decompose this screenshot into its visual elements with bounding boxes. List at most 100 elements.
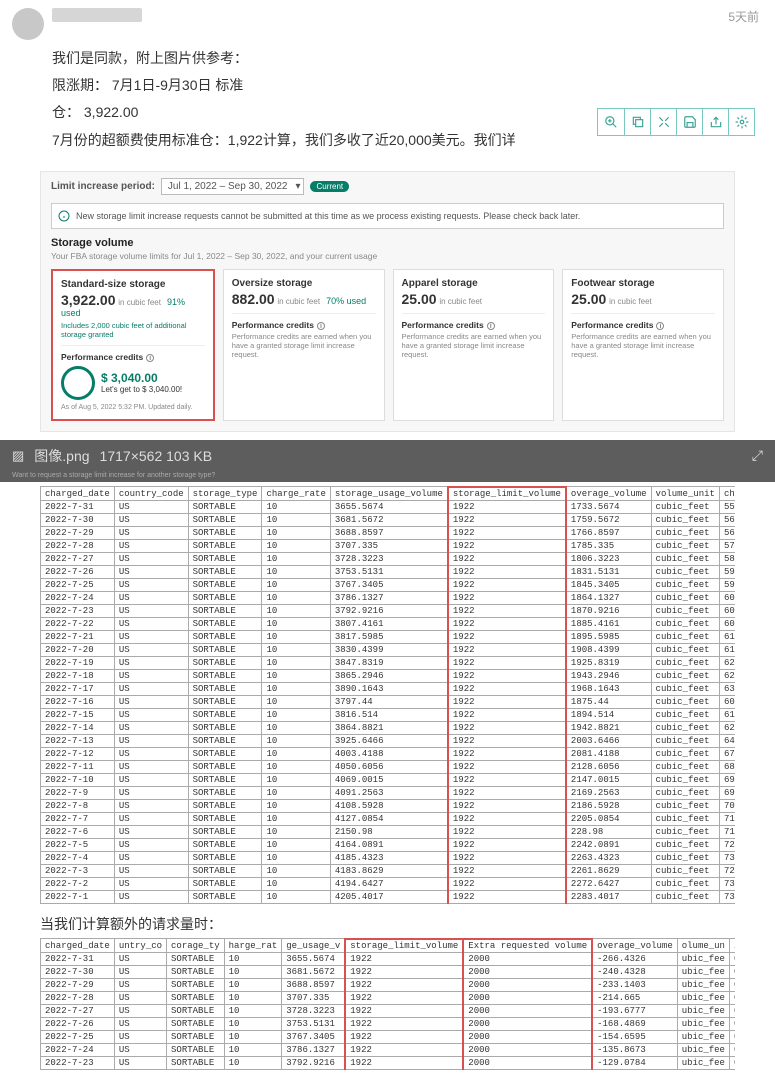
cell: SORTABLE: [188, 773, 262, 786]
cell: cubic_feet: [651, 708, 719, 721]
cell: 3830.4399: [330, 643, 448, 656]
cell: 736.58: [719, 890, 735, 903]
cell: 3816.514: [330, 708, 448, 721]
credits-label: Performance creditsi: [61, 352, 205, 362]
cell: 3890.1643: [330, 682, 448, 695]
cell: ubic_fee: [677, 991, 729, 1004]
table-row: 2022-7-10USSORTABLE104069.001519222147.0…: [41, 773, 736, 786]
cell: 2000: [463, 1030, 592, 1043]
table-row: 2022-7-30USSORTABLE103681.567219222000-2…: [41, 965, 736, 978]
info-icon[interactable]: i: [487, 322, 495, 330]
share-icon[interactable]: [702, 109, 728, 135]
table-row: 2022-7-25USSORTABLE103767.340519222000-1…: [41, 1030, 736, 1043]
cell: ubic_fee: [677, 1017, 729, 1030]
cell: US: [114, 864, 188, 877]
expand-icon[interactable]: [650, 109, 676, 135]
table-row: 2022-7-28USSORTABLE103707.33519221785.33…: [41, 539, 736, 552]
cell: 2003.6466: [566, 734, 651, 747]
cell: 10: [262, 526, 330, 539]
cell: US: [114, 799, 188, 812]
fullscreen-icon[interactable]: ⤢: [752, 447, 763, 464]
cell: 2000: [463, 1004, 592, 1017]
period-select[interactable]: Jul 1, 2022 – Sep 30, 2022: [161, 178, 305, 195]
cell: US: [114, 500, 188, 513]
table-row: 2022-7-3USSORTABLE104183.862919222261.86…: [41, 864, 736, 877]
cell: 3792.9216: [330, 604, 448, 617]
cell: 2022-7-26: [41, 565, 115, 578]
cell: SORTABLE: [167, 1017, 225, 1030]
copy-icon[interactable]: [624, 109, 650, 135]
cell: 608.2: [719, 617, 735, 630]
table-row: 2022-7-18USSORTABLE103865.294619221943.2…: [41, 669, 736, 682]
credits-label: Performance creditsi: [232, 320, 376, 330]
cell: US: [114, 513, 188, 526]
cell: 1922: [448, 786, 566, 799]
cell: 0.00: [729, 991, 735, 1004]
table-row: 2022-7-8USSORTABLE104108.592819222186.59…: [41, 799, 736, 812]
cell: 1759.5672: [566, 513, 651, 526]
cell: -154.6595: [592, 1030, 677, 1043]
cell: 719.03: [719, 825, 735, 838]
cell: 686.65: [719, 760, 735, 773]
cell: 10: [262, 851, 330, 864]
cell: US: [114, 1043, 166, 1056]
cell: 2022-7-13: [41, 734, 115, 747]
cell: 1922: [345, 1030, 463, 1043]
zoom-icon[interactable]: [598, 109, 624, 135]
cell: cubic_feet: [651, 656, 719, 669]
cell: SORTABLE: [188, 630, 262, 643]
cell: 2000: [463, 1056, 592, 1069]
cell: 0.00: [729, 1043, 735, 1056]
cell: 2022-7-20: [41, 643, 115, 656]
cell: US: [114, 1017, 166, 1030]
avatar[interactable]: [12, 8, 44, 40]
cell: 10: [224, 965, 282, 978]
cell: -129.0784: [592, 1056, 677, 1069]
cell: 3797.44: [330, 695, 448, 708]
cell: 3786.1327: [282, 1043, 346, 1056]
cell: 2186.5928: [566, 799, 651, 812]
cell: 228.98: [566, 825, 651, 838]
cell: -168.4869: [592, 1017, 677, 1030]
period-label: Limit increase period:: [51, 181, 155, 192]
col-header: corage_ty: [167, 939, 225, 953]
cell: 10: [262, 591, 330, 604]
cell: 10: [262, 812, 330, 825]
cell: US: [114, 773, 188, 786]
cell: SORTABLE: [188, 617, 262, 630]
info-icon[interactable]: i: [317, 322, 325, 330]
cell: 2022-7-29: [41, 978, 115, 991]
table-row: 2022-7-7USSORTABLE104127.085419222205.08…: [41, 812, 736, 825]
cell: SORTABLE: [188, 578, 262, 591]
cell: 4050.6056: [330, 760, 448, 773]
cell: 1922: [448, 890, 566, 903]
image-attachment-bar[interactable]: ▨ 图像.png 1717×562 103 KB ⤢: [0, 440, 775, 472]
image-subtext: Want to request a storage limit increase…: [0, 472, 775, 482]
period-row: Limit increase period: Jul 1, 2022 – Sep…: [51, 178, 724, 195]
table-row: 2022-7-14USSORTABLE103864.882119221942.8…: [41, 721, 736, 734]
save-icon[interactable]: [676, 109, 702, 135]
cell: 1922: [448, 838, 566, 851]
cell: cubic_feet: [651, 890, 719, 903]
col-header: charge_rate: [262, 487, 330, 501]
col-header: ge_usage_v: [282, 939, 346, 953]
gear-icon[interactable]: [728, 109, 754, 135]
cell: 2022-7-10: [41, 773, 115, 786]
table-row: 2022-7-26USSORTABLE103753.513119221831.5…: [41, 565, 736, 578]
cell: 2022-7-29: [41, 526, 115, 539]
cell: 1968.1643: [566, 682, 651, 695]
info-icon[interactable]: i: [656, 322, 664, 330]
cell: cubic_feet: [651, 760, 719, 773]
cell: 1922: [448, 799, 566, 812]
info-icon[interactable]: i: [146, 354, 154, 362]
table-row: 2022-7-20USSORTABLE103830.439919221908.4…: [41, 643, 736, 656]
overage-table: charged_datecountry_codestorage_typechar…: [40, 486, 735, 904]
cell: 2022-7-11: [41, 760, 115, 773]
image-toolbar: [597, 108, 755, 136]
cell: 0.00: [729, 965, 735, 978]
cell: cubic_feet: [651, 812, 719, 825]
cell: 1922: [448, 877, 566, 890]
cell: 1922: [448, 617, 566, 630]
cell: 1922: [345, 952, 463, 965]
cell: US: [114, 825, 188, 838]
